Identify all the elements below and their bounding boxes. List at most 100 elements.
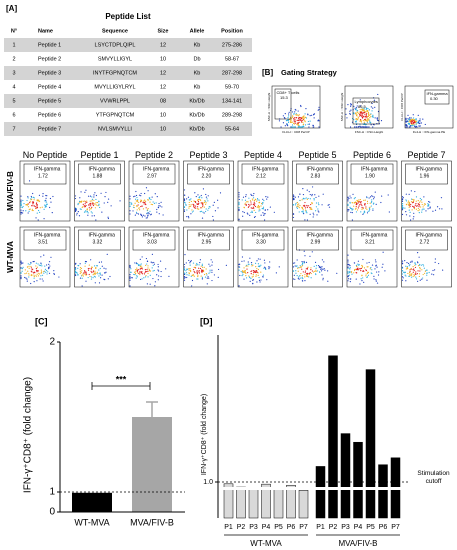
table-cell: 12: [160, 70, 166, 76]
event-dot: [406, 262, 408, 264]
event-dot: [204, 210, 207, 213]
event-dot: [80, 267, 83, 270]
event-dot: [25, 277, 27, 279]
event-dot: [410, 203, 412, 206]
y-tick-label: 0: [49, 507, 55, 518]
event-dot: [347, 271, 349, 273]
event-dot: [268, 268, 270, 270]
condition-label-box: Peptide 3: [189, 150, 227, 160]
event-dot: [84, 200, 86, 202]
event-dot: [107, 217, 110, 220]
event-dot: [80, 191, 82, 193]
event-dot: [74, 267, 77, 269]
event-dot: [74, 210, 77, 213]
event-dot: [311, 202, 313, 204]
event-dot: [250, 261, 253, 264]
event-dot: [322, 268, 324, 271]
event-dot: [365, 113, 368, 115]
event-dot: [296, 202, 299, 204]
event-dot: [364, 211, 366, 214]
table-cell: 275-286: [222, 42, 242, 48]
event-dot: [347, 196, 349, 199]
gate-name: Lymphocytes: [355, 99, 378, 104]
event-dot: [86, 208, 88, 210]
event-dot: [31, 271, 33, 273]
event-dot: [441, 208, 443, 210]
event-dot: [138, 201, 140, 203]
event-dot: [36, 206, 39, 208]
event-dot: [84, 270, 86, 273]
event-dot: [286, 124, 288, 126]
event-dot: [350, 109, 352, 111]
event-dot: [31, 208, 34, 210]
event-dot: [162, 214, 164, 216]
event-dot: [92, 277, 94, 279]
event-dot: [198, 208, 200, 210]
event-dot: [100, 261, 103, 263]
event-dot: [418, 265, 420, 267]
event-dot: [43, 218, 45, 220]
table-cell: 3: [12, 70, 15, 76]
event-dot: [143, 203, 145, 205]
event-dot: [306, 219, 309, 221]
bar: [261, 483, 271, 519]
event-dot: [256, 197, 259, 200]
event-dot: [302, 193, 305, 196]
event-dot: [144, 271, 146, 274]
x-tick-label: P2: [329, 524, 338, 531]
event-dot: [207, 276, 209, 278]
event-dot: [184, 194, 186, 196]
gate-name: IFN-gamma: [89, 166, 116, 172]
event-dot: [415, 263, 417, 266]
event-dot: [249, 276, 251, 279]
event-dot: [304, 124, 307, 126]
event-dot: [355, 121, 357, 123]
event-dot: [35, 268, 38, 270]
event-dot: [225, 264, 227, 266]
event-dot: [434, 261, 436, 263]
event-dot: [238, 285, 240, 287]
event-dot: [374, 259, 377, 261]
y-tick-label: 1: [49, 487, 55, 498]
event-dot: [39, 211, 41, 213]
event-dot: [74, 274, 77, 276]
event-dot: [103, 267, 105, 269]
event-dot: [199, 267, 202, 270]
event-dot: [141, 273, 144, 275]
event-dot: [361, 116, 363, 119]
condition-label: No Peptide: [22, 150, 68, 160]
event-dot: [250, 207, 252, 209]
event-dot: [405, 275, 407, 277]
event-dot: [415, 278, 418, 280]
event-dot: [21, 270, 23, 272]
event-dot: [90, 278, 93, 280]
event-dot: [151, 253, 153, 255]
event-dot: [105, 271, 107, 273]
event-dot: [85, 274, 87, 276]
table-cell: Kb/Db: [189, 112, 204, 118]
event-dot: [363, 212, 365, 214]
event-dot: [152, 264, 154, 267]
event-dot: [347, 200, 349, 202]
event-dot: [371, 199, 373, 201]
event-dot: [362, 108, 364, 110]
gate: [296, 163, 339, 185]
event-dot: [355, 278, 357, 280]
event-dot: [147, 272, 149, 275]
event-dot: [349, 110, 351, 112]
event-dot: [363, 281, 365, 284]
event-dot: [409, 270, 411, 272]
event-dot: [156, 196, 158, 198]
gate-name: IFN-gamma: [198, 232, 225, 238]
event-dot: [267, 209, 269, 211]
event-dot: [359, 126, 362, 128]
event-dot: [32, 209, 34, 212]
event-dot: [252, 275, 254, 277]
event-dot: [95, 202, 97, 204]
event-dot: [293, 113, 295, 115]
event-dot: [355, 264, 358, 266]
event-dot: [294, 278, 296, 280]
event-dot: [413, 208, 416, 210]
event-dot: [77, 202, 79, 205]
event-dot: [41, 206, 43, 208]
